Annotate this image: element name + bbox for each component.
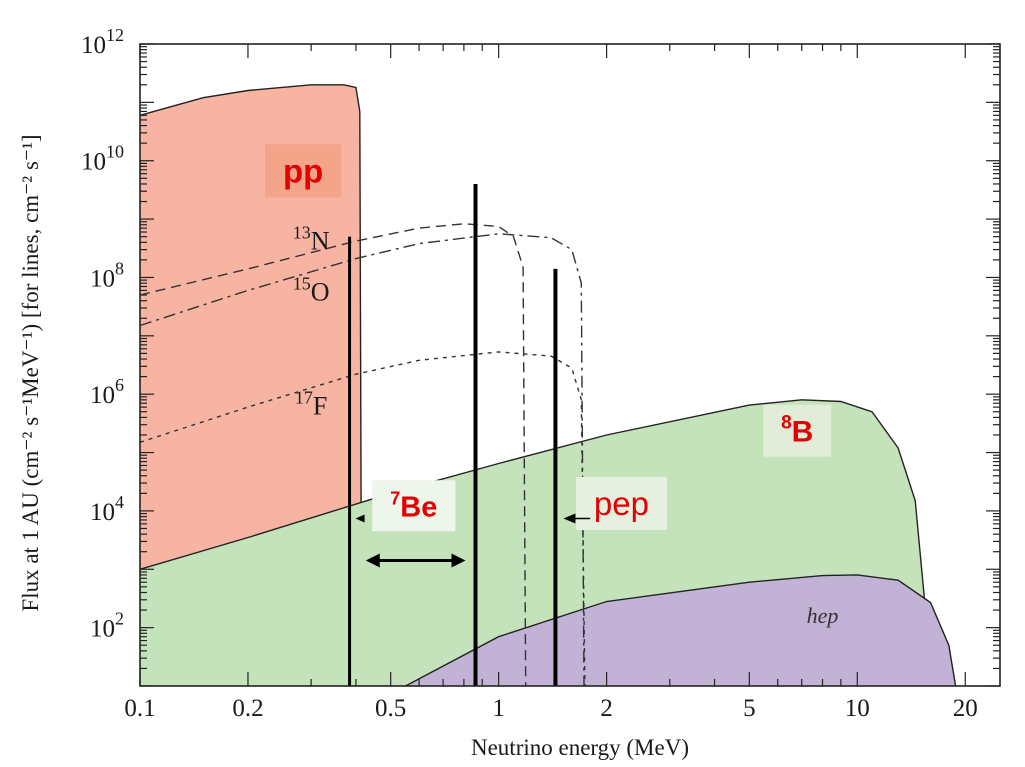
x-tick-label: 2 (600, 695, 613, 722)
y-tick-label: 106 (90, 375, 124, 409)
annotation-pep: pep (575, 477, 667, 531)
area-outline-hep (405, 574, 957, 687)
annotation-7be: 7Be (372, 480, 456, 532)
x-tick-label: 0.5 (375, 695, 406, 722)
annotation-arrows (355, 513, 591, 568)
annotation-text-pp: pp (283, 152, 323, 189)
y-tick-label: 104 (90, 492, 124, 526)
x-axis-title: Neutrino energy (MeV) (471, 735, 689, 760)
be7-arrowhead-right (451, 553, 466, 568)
annotation-8b: 8B (763, 404, 832, 457)
curve-label-17f: 17F (295, 387, 327, 420)
annotation-box-pp (264, 144, 342, 198)
y-tick-label: 102 (90, 609, 124, 643)
be7-small-arrowhead (355, 514, 365, 523)
curve-label-hep: hep (807, 603, 839, 628)
annotation-box-8b (763, 404, 832, 457)
area-hep (405, 574, 956, 686)
x-tick-label: 0.2 (232, 695, 263, 722)
curve-13n (139, 223, 527, 687)
annotation-text-8b: 8B (781, 413, 813, 449)
y-tick-label: 1010 (81, 142, 124, 176)
annotation-pp: pp (264, 144, 342, 198)
curve-label-15o: 15O (293, 274, 330, 307)
curve-17f (139, 351, 586, 687)
x-tick-label: 0.1 (124, 695, 155, 722)
pep-arrowhead (563, 513, 576, 524)
y-tick-label: 108 (90, 258, 124, 292)
curve-label-13n: 13N (293, 223, 330, 256)
area-outline-pp (139, 84, 363, 687)
annotation-text-pep: pep (594, 485, 649, 522)
annotation-box-pep (575, 477, 667, 531)
curve-15o (139, 233, 585, 687)
annotation-box-7be (372, 480, 456, 532)
y-tick-label: 1012 (81, 25, 124, 59)
x-tick-label: 1 (492, 695, 505, 722)
plot-frame (139, 43, 1001, 687)
x-tick-label: 10 (845, 695, 870, 722)
y-axis-title: Flux at 1 AU (cm⁻² s⁻¹MeV⁻¹) [for lines,… (18, 134, 43, 611)
annotation-text-7be: 7Be (390, 488, 437, 523)
be7-arrowhead-left (365, 553, 380, 568)
x-tick-label: 20 (953, 695, 978, 722)
x-tick-label: 5 (743, 695, 756, 722)
